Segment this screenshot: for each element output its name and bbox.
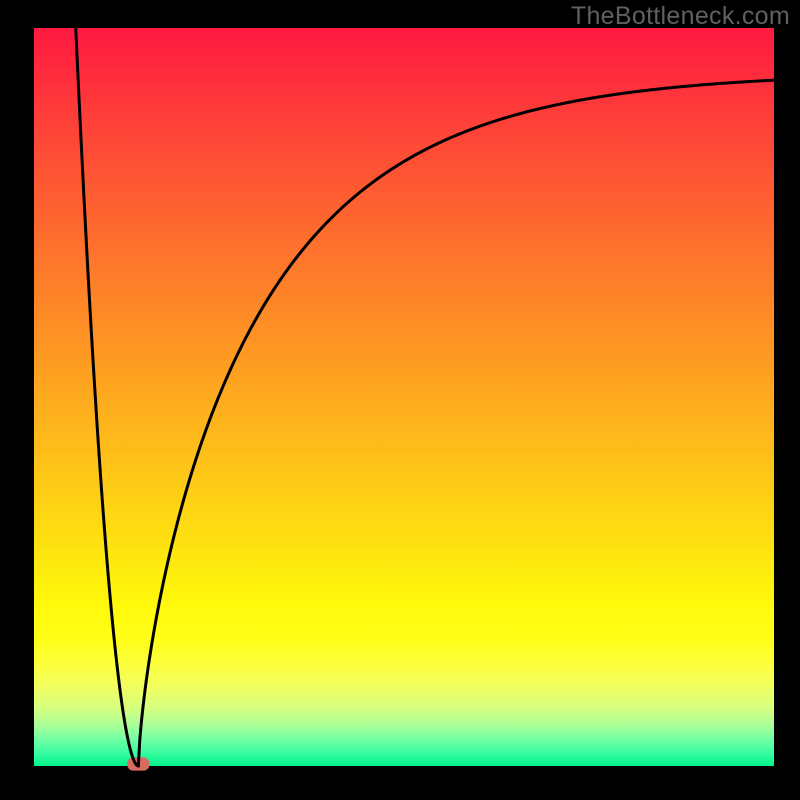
chart-stage: TheBottleneck.com [0, 0, 800, 800]
chart-svg [0, 0, 800, 800]
bottleneck-curve-left [76, 28, 139, 766]
watermark-text: TheBottleneck.com [571, 2, 790, 31]
bottleneck-curve-right [138, 80, 774, 766]
